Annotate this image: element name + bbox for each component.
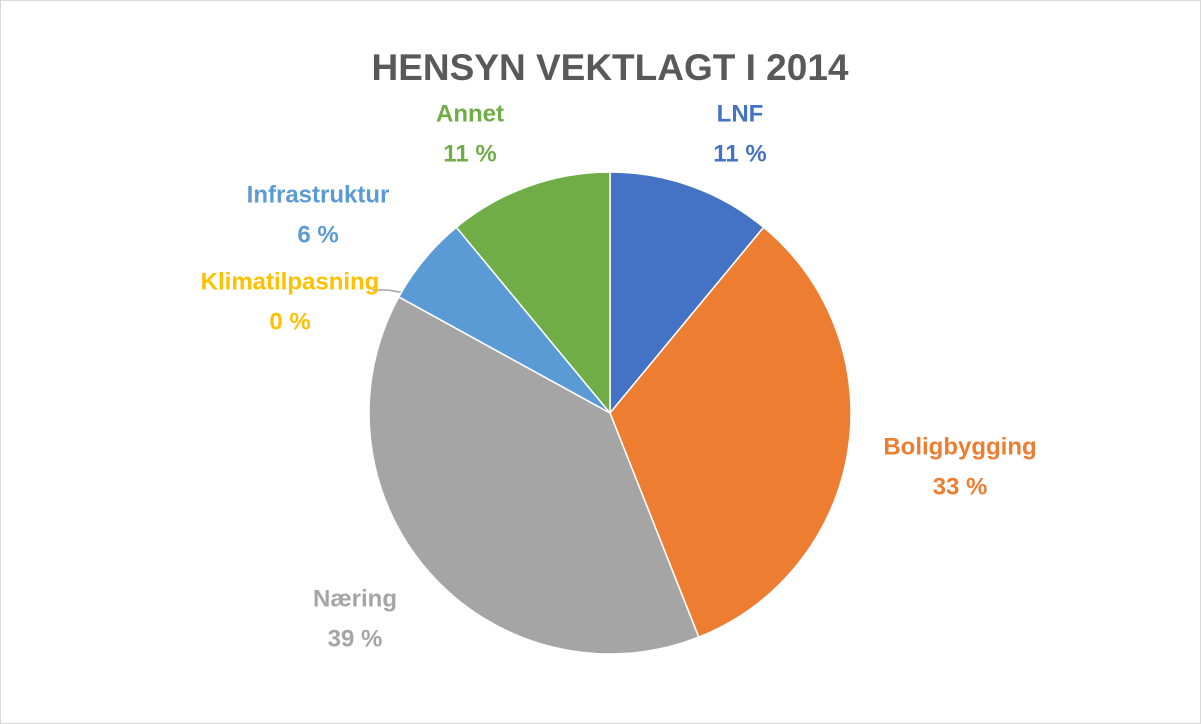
pie-slice — [609, 226, 852, 639]
slice-value-label: 11 % — [443, 140, 496, 167]
slice-value-label: 33 % — [933, 473, 988, 500]
slice-label: Boligbygging — [883, 433, 1036, 460]
pie-slice — [609, 171, 765, 416]
slice-value-label: 39 % — [328, 625, 383, 652]
chart-title: HENSYN VEKTLAGT I 2014 — [371, 47, 848, 88]
slice-label: LNF — [717, 100, 764, 127]
slice-label: Klimatilpasning — [201, 268, 380, 295]
slice-value-label: 6 % — [297, 221, 338, 248]
slice-label: Infrastruktur — [247, 181, 390, 208]
leader-line — [372, 289, 406, 294]
slice-label: Næring — [313, 585, 397, 612]
slice-value-label: 11 % — [713, 140, 766, 167]
slice-value-label: 0 % — [269, 308, 310, 335]
pie-slice — [455, 171, 611, 416]
slice-label: Annet — [436, 100, 504, 127]
pie-slice — [368, 295, 700, 655]
